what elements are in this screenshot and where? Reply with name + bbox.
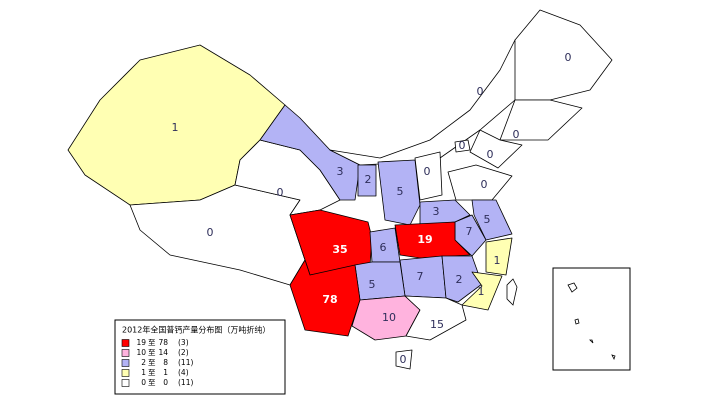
region-label: 0	[565, 51, 572, 64]
region	[394, 221, 471, 259]
legend-to: 8	[163, 358, 168, 367]
region	[395, 349, 413, 370]
legend-from: 10	[136, 348, 146, 357]
region	[469, 129, 523, 169]
legend-to: 0	[163, 378, 168, 387]
region	[447, 164, 513, 201]
region-label: 7	[417, 270, 424, 283]
region	[414, 151, 443, 201]
region	[499, 99, 583, 141]
region-label: 0	[481, 178, 488, 191]
region-label: 15	[430, 318, 444, 331]
region-label: 1	[478, 285, 485, 298]
legend-count: (2)	[178, 348, 189, 357]
region-label: 0	[477, 85, 484, 98]
legend-to: 1	[163, 368, 168, 377]
region-label: 78	[322, 293, 337, 306]
legend-swatch	[121, 349, 130, 357]
region	[289, 259, 361, 337]
region-label: 19	[417, 233, 432, 246]
region	[354, 261, 406, 301]
region-label: 3	[433, 205, 440, 218]
legend-to: 14	[158, 348, 168, 357]
legend-count: (4)	[178, 368, 189, 377]
region-label: 0	[277, 186, 284, 199]
region-label: 5	[397, 185, 404, 198]
region-label: 2	[365, 173, 372, 186]
region-label: 5	[484, 213, 491, 226]
legend-word: 至	[148, 358, 156, 367]
legend-swatch	[121, 379, 130, 387]
region	[454, 139, 471, 153]
region-label: 2	[456, 273, 463, 286]
region-label: 7	[466, 225, 473, 238]
legend-from: 19	[136, 338, 146, 347]
legend-to: 78	[158, 338, 168, 347]
region	[461, 271, 503, 311]
inset	[552, 267, 631, 371]
region-label: 0	[207, 226, 214, 239]
region	[471, 199, 513, 241]
legend-word: 至	[148, 378, 156, 387]
legend-word: 至	[148, 338, 156, 347]
legend-swatch	[121, 359, 130, 367]
region	[441, 255, 483, 303]
legend-swatch	[121, 369, 130, 377]
legend-from: 1	[141, 368, 146, 377]
region-label: 35	[332, 243, 347, 256]
region	[404, 295, 467, 341]
legend-title: 2012年全国普钙产量分布图（万吨折纯）	[122, 325, 270, 335]
region-label: 5	[369, 278, 376, 291]
legend: 2012年全国普钙产量分布图（万吨折纯） 19 至 78 (3)10 至 14 (2)2 至 8…	[114, 319, 286, 395]
legend-word: 至	[148, 368, 156, 377]
legend-from: 0	[141, 378, 146, 387]
legend-count: (11)	[178, 358, 193, 367]
region-label: 1	[172, 121, 179, 134]
region-label: 1	[494, 254, 501, 267]
region	[357, 164, 377, 197]
region-label: 0	[424, 165, 431, 178]
region-label: 0	[459, 139, 466, 152]
region-label: 0	[487, 148, 494, 161]
legend-count: (11)	[178, 378, 193, 387]
legend-word: 至	[148, 348, 156, 357]
region	[377, 159, 421, 226]
region-label: 3	[337, 165, 344, 178]
region-label: 10	[382, 311, 396, 324]
region-label: 6	[380, 241, 387, 254]
region-label: 0	[513, 128, 520, 141]
legend-items: 19 至 78 (3)10 至 14 (2)2 至 8 (11)1 至 1 (4)0 至 0 (11)	[121, 338, 193, 387]
legend-from: 2	[141, 358, 146, 367]
island	[506, 278, 518, 306]
legend-count: (3)	[178, 338, 189, 347]
region	[259, 104, 361, 201]
region	[485, 237, 513, 276]
region-label: 0	[400, 353, 407, 366]
region	[514, 9, 613, 101]
legend-swatch	[121, 339, 130, 347]
